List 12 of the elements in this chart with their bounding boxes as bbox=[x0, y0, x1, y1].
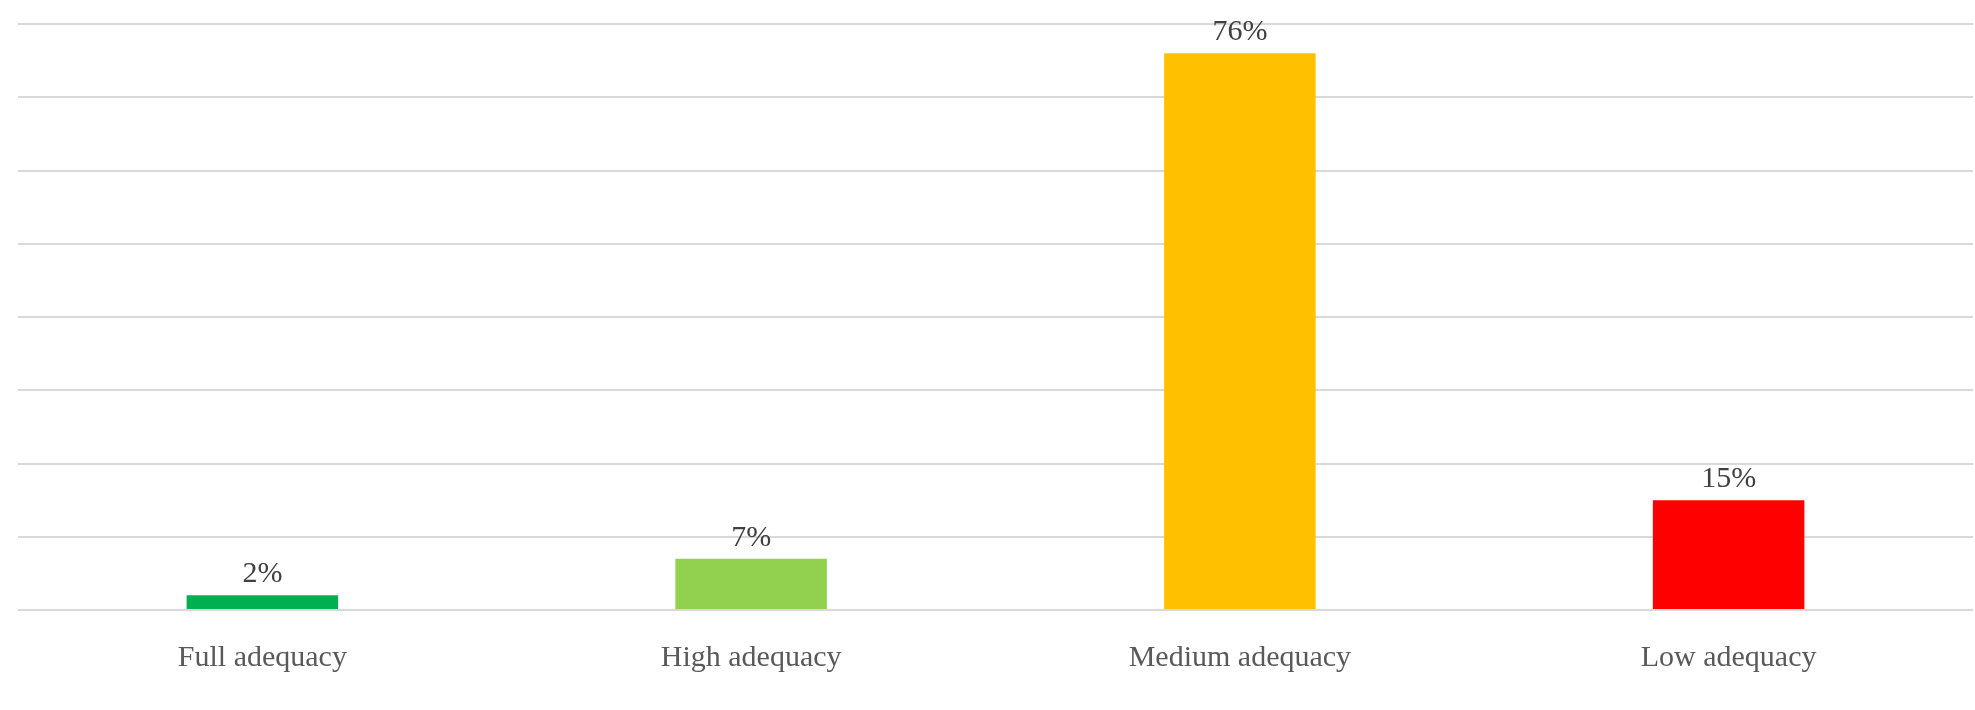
data-label: 15% bbox=[1701, 460, 1757, 493]
data-label: 2% bbox=[242, 555, 283, 589]
data-label: 76% bbox=[1212, 13, 1268, 47]
bar bbox=[1164, 53, 1316, 609]
data-label: 7% bbox=[731, 518, 772, 552]
bar bbox=[186, 595, 339, 609]
bar bbox=[675, 558, 827, 609]
x-tick-label: Low adequacy bbox=[1640, 638, 1817, 672]
x-tick-label: Medium adequacy bbox=[1128, 638, 1352, 672]
bar bbox=[1652, 500, 1805, 609]
x-tick-label: High adequacy bbox=[660, 638, 842, 672]
x-tick-label: Full adequacy bbox=[177, 638, 347, 672]
